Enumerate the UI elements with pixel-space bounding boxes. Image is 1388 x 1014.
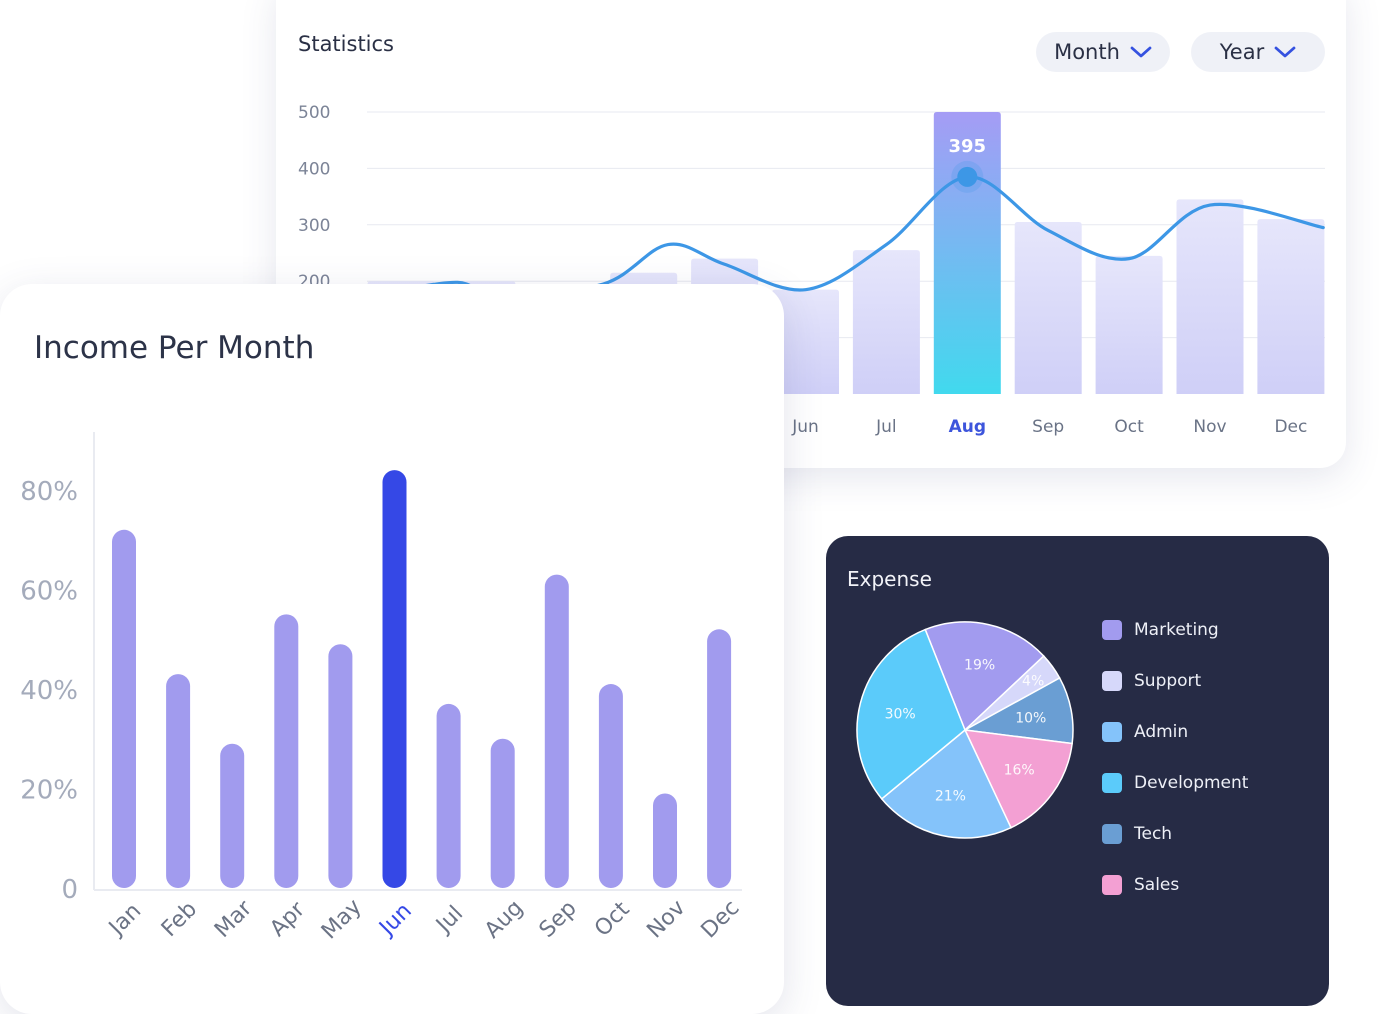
expense-pie-chart: 19% 4% 10% 16% 21% 30% (856, 621, 1074, 839)
legend-item: Tech (1102, 824, 1172, 844)
highlight-value-label: 395 (949, 136, 987, 157)
income-title: Income Per Month (34, 330, 315, 366)
legend-label: Development (1134, 773, 1249, 793)
x-tick-label: Oct (590, 897, 635, 942)
year-dropdown[interactable]: Year (1191, 32, 1325, 72)
statistics-title: Statistics (298, 32, 394, 56)
bar (166, 674, 191, 888)
month-dropdown[interactable]: Month (1036, 32, 1170, 72)
income-chart: 80% 60% 40% 20% 0 Jan Feb Mar Apr May Jun Jul Aug Sep… (20, 432, 745, 944)
legend-swatch (1102, 671, 1122, 691)
income-card: Income Per Month 80% 60% 40% 20% 0 Jan Feb Mar A… (0, 284, 784, 1014)
pie-slice (880, 728, 1012, 839)
legend-item: Development (1102, 773, 1248, 793)
bar (653, 793, 677, 888)
x-tick-label: Sep (535, 896, 582, 943)
x-tick-label: Dec (1274, 417, 1307, 437)
pie-slice (856, 628, 966, 800)
legend-swatch (1102, 824, 1122, 844)
bar (1257, 219, 1325, 394)
legend-swatch (1102, 722, 1122, 742)
legend-item: Sales (1102, 875, 1179, 895)
chevron-down-icon (1130, 46, 1152, 58)
y-tick-label: 500 (298, 103, 330, 123)
bar (598, 684, 623, 888)
legend-label: Admin (1134, 722, 1189, 742)
x-tick-label: Jun (373, 898, 416, 941)
x-tick-label: Jul (875, 417, 897, 437)
x-tick-label: Feb (157, 897, 202, 942)
x-tick-label: Apr (265, 896, 310, 941)
highlight-point (957, 166, 978, 187)
legend-item: Marketing (1102, 620, 1219, 640)
year-dropdown-label: Year (1219, 40, 1265, 64)
legend-label: Tech (1134, 824, 1173, 844)
x-tick-label: May (317, 894, 367, 944)
legend-item: Support (1102, 671, 1201, 691)
bar (220, 743, 245, 888)
legend-swatch (1102, 773, 1122, 793)
pie-slice-label: 10% (1015, 710, 1046, 726)
bar (1176, 199, 1244, 394)
month-dropdown-label: Month (1054, 40, 1120, 64)
legend-label: Sales (1134, 875, 1180, 895)
bar (772, 289, 839, 394)
x-tick-label: Aug (949, 417, 986, 437)
y-tick-label: 300 (298, 216, 330, 236)
y-tick-label: 0 (61, 875, 78, 905)
legend-swatch (1102, 620, 1122, 640)
bar (274, 614, 299, 888)
bar (328, 644, 353, 888)
bar (436, 703, 461, 888)
x-tick-label: Oct (1114, 417, 1144, 437)
x-tick-label: Sep (1032, 417, 1064, 437)
x-tick-label: Jan (103, 899, 146, 942)
y-tick-label: 20% (20, 776, 78, 806)
chevron-down-icon (1274, 46, 1296, 58)
x-tick-label: Jun (791, 417, 819, 437)
pie-slice-label: 21% (935, 788, 966, 804)
y-tick-label: 80% (20, 477, 78, 507)
x-tick-label: Nov (1193, 417, 1226, 437)
bar (544, 574, 569, 888)
expense-title: Expense (847, 567, 932, 591)
y-tick-label: 60% (20, 577, 78, 607)
legend-label: Marketing (1134, 620, 1219, 640)
bar (852, 250, 920, 394)
y-tick-label: 400 (298, 159, 330, 179)
bar (490, 738, 515, 888)
x-tick-label: Aug (480, 895, 528, 943)
pie-slice-label: 19% (964, 658, 995, 674)
expense-card: Expense 19% 4% 10% 16% 21% 30% Marketing Suppo… (826, 536, 1329, 1006)
bar (1014, 221, 1082, 394)
bar-highlight (382, 470, 407, 888)
x-tick-label: Mar (210, 895, 258, 943)
bar (1095, 255, 1163, 394)
pie-slice-label: 16% (1004, 762, 1035, 778)
pie-slice (963, 729, 1073, 829)
pie-slice-label: 30% (885, 706, 916, 722)
x-tick-label: Nov (642, 895, 690, 943)
pie-slice-label: 4% (1022, 673, 1044, 689)
legend-swatch (1102, 875, 1122, 895)
x-tick-label: Dec (697, 896, 745, 944)
x-tick-label: Jul (430, 901, 468, 939)
bar (112, 529, 136, 888)
bar (707, 629, 732, 888)
legend-item: Admin (1102, 722, 1188, 742)
legend-label: Support (1134, 671, 1202, 691)
y-tick-label: 40% (20, 676, 78, 706)
